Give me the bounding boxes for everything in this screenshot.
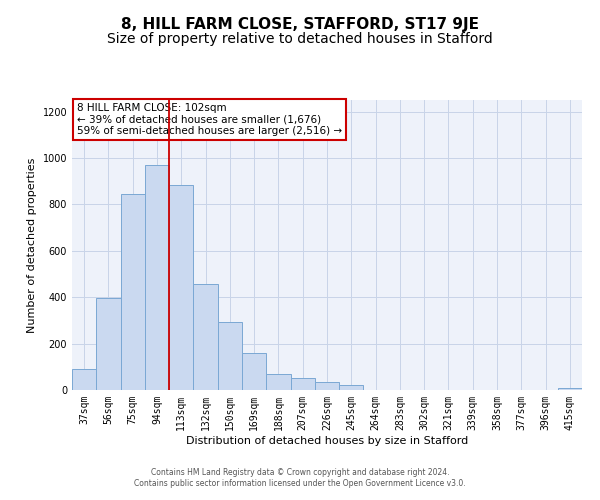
Bar: [193, 284, 218, 390]
Text: 8, HILL FARM CLOSE, STAFFORD, ST17 9JE: 8, HILL FARM CLOSE, STAFFORD, ST17 9JE: [121, 18, 479, 32]
Bar: [290, 378, 315, 390]
X-axis label: Distribution of detached houses by size in Stafford: Distribution of detached houses by size …: [186, 436, 468, 446]
Text: Size of property relative to detached houses in Stafford: Size of property relative to detached ho…: [107, 32, 493, 46]
Bar: [315, 382, 339, 390]
Text: Contains HM Land Registry data © Crown copyright and database right 2024.
Contai: Contains HM Land Registry data © Crown c…: [134, 468, 466, 487]
Text: 8 HILL FARM CLOSE: 102sqm
← 39% of detached houses are smaller (1,676)
59% of se: 8 HILL FARM CLOSE: 102sqm ← 39% of detac…: [77, 103, 342, 136]
Bar: [121, 194, 145, 390]
Bar: [169, 184, 193, 390]
Bar: [339, 386, 364, 390]
Bar: [218, 322, 242, 390]
Y-axis label: Number of detached properties: Number of detached properties: [27, 158, 37, 332]
Bar: [96, 298, 121, 390]
Bar: [242, 353, 266, 390]
Bar: [266, 374, 290, 390]
Bar: [558, 388, 582, 390]
Bar: [72, 369, 96, 390]
Bar: [145, 165, 169, 390]
